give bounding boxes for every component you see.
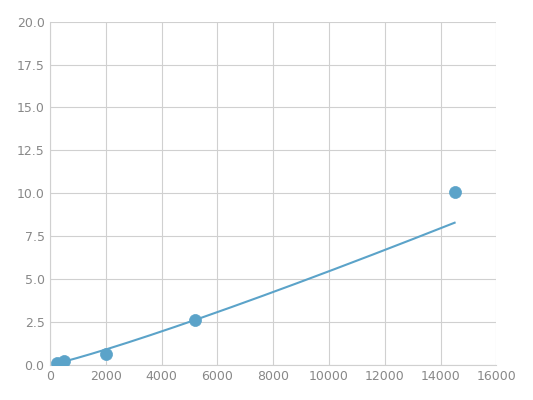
Point: [102, 351, 110, 358]
Point: [53, 360, 61, 366]
Point: [191, 317, 199, 323]
Point: [450, 188, 459, 195]
Point: [60, 358, 68, 364]
